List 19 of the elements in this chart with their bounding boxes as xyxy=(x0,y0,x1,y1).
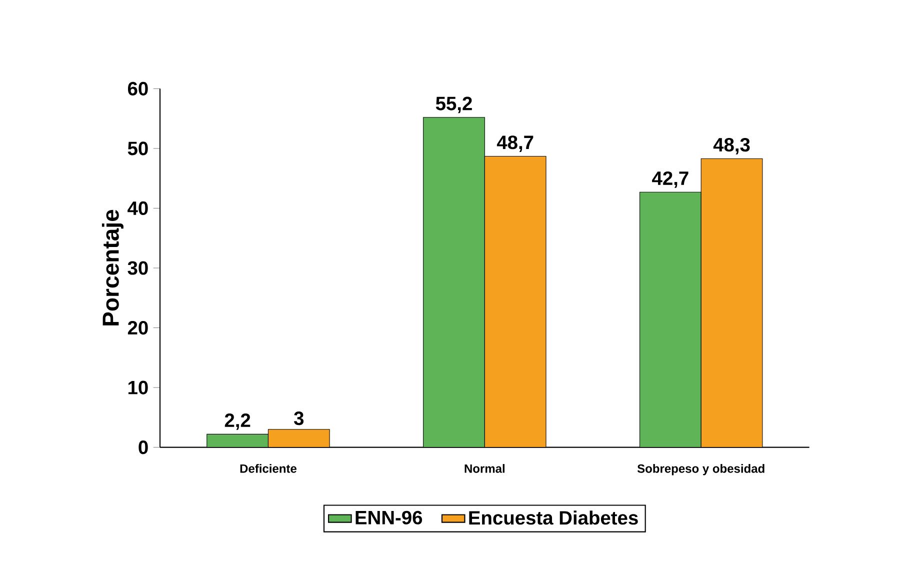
y-tick-label: 40 xyxy=(128,201,148,216)
x-tick-label: Deficiente xyxy=(240,464,296,473)
data-label: 2,2 xyxy=(224,414,250,430)
legend-label: Encuesta Diabetes xyxy=(469,510,638,525)
data-label: 48,3 xyxy=(713,138,750,154)
data-label: 3 xyxy=(294,412,304,426)
y-tick-label: 10 xyxy=(128,380,148,394)
y-tick-label: 50 xyxy=(128,142,148,156)
data-label: 42,7 xyxy=(652,171,688,188)
y-axis-title: Porcentaje xyxy=(102,210,124,326)
x-tick-label: Normal xyxy=(464,464,504,473)
legend-label: ENN-96 xyxy=(356,510,422,524)
y-tick-label: 0 xyxy=(138,440,148,454)
data-label: 48,7 xyxy=(496,136,534,152)
x-tick-label: Sobrepeso y obesidad xyxy=(637,464,764,476)
y-tick-label: 60 xyxy=(128,82,148,96)
y-tick-label: 30 xyxy=(128,261,148,275)
y-tick-label: 20 xyxy=(128,320,148,335)
data-label: 55,2 xyxy=(436,96,472,114)
